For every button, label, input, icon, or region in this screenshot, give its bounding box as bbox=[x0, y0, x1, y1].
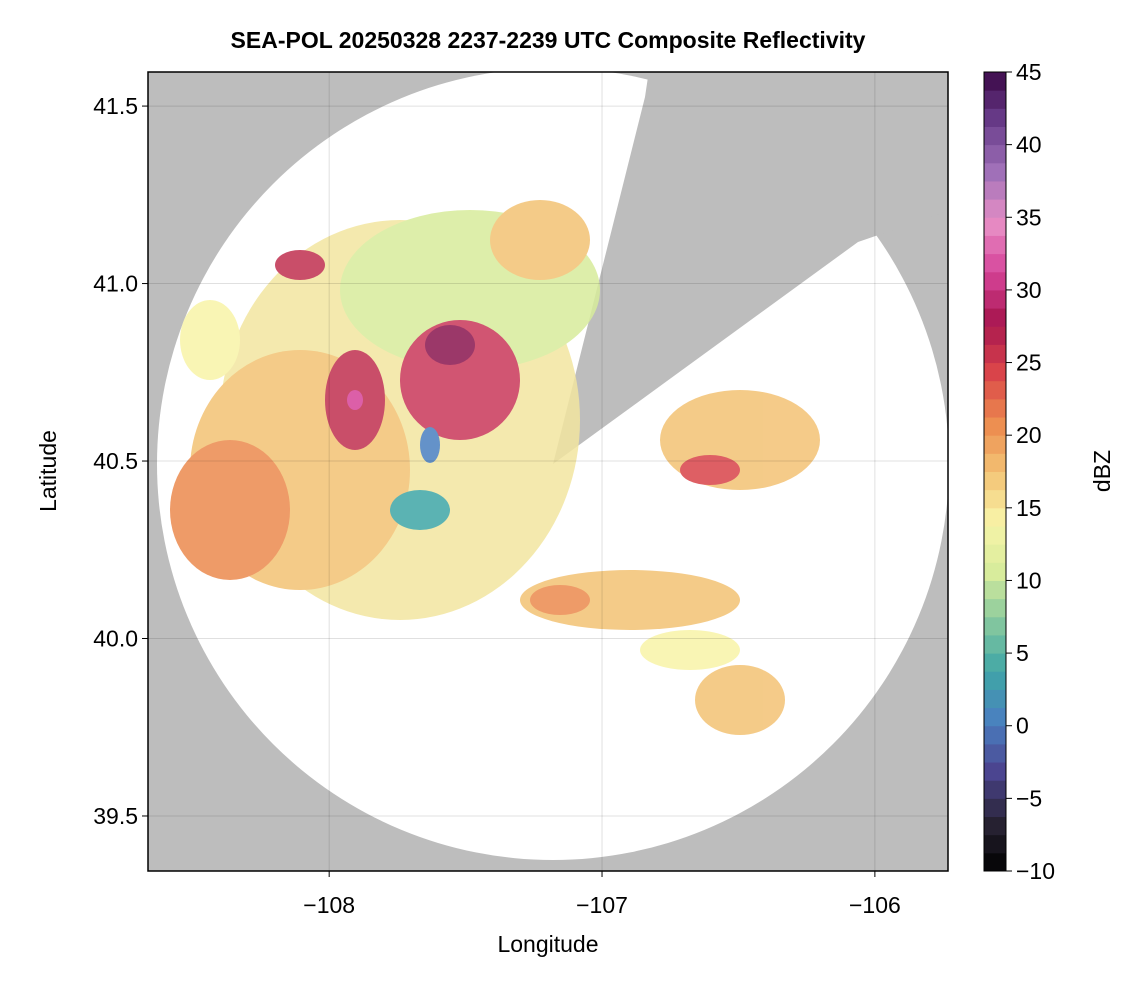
colorbar-step bbox=[984, 308, 1006, 327]
colorbar-tick-label: 40 bbox=[1016, 132, 1042, 158]
colorbar-step bbox=[984, 471, 1006, 491]
colorbar-tick-label: 15 bbox=[1016, 495, 1042, 521]
colorbar-tick-label: 20 bbox=[1016, 422, 1042, 448]
colorbar-step bbox=[984, 725, 1006, 745]
colorbar-step bbox=[984, 671, 1006, 690]
colorbar-tick-label: 30 bbox=[1016, 277, 1042, 303]
colorbar-frame bbox=[983, 71, 1007, 872]
colorbar-step bbox=[984, 435, 1006, 454]
colorbar-tick-label: 35 bbox=[1016, 204, 1042, 230]
colorbar-step bbox=[984, 616, 1006, 636]
colorbar-step bbox=[984, 253, 1006, 273]
colorbar-step bbox=[984, 398, 1006, 418]
colorbar-step bbox=[984, 598, 1006, 618]
radar-field bbox=[157, 72, 948, 860]
y-tick-label: 40.0 bbox=[93, 626, 138, 652]
colorbar-step bbox=[984, 380, 1006, 400]
blocked-sector bbox=[553, 72, 948, 464]
colorbar-step bbox=[984, 108, 1006, 127]
y-tick-label: 41.5 bbox=[93, 93, 138, 119]
plot-frame bbox=[147, 71, 949, 872]
colorbar-step bbox=[984, 289, 1006, 309]
y-tick-label: 40.5 bbox=[93, 448, 138, 474]
colorbar-step bbox=[984, 653, 1006, 672]
colorbar-step bbox=[984, 417, 1006, 436]
colorbar-step bbox=[984, 798, 1006, 818]
colorbar-step bbox=[984, 816, 1006, 836]
chart-title: SEA-POL 20250328 2237-2239 UTC Composite… bbox=[231, 27, 866, 53]
colorbar-step bbox=[984, 507, 1006, 527]
colorbar-step bbox=[984, 162, 1006, 182]
colorbar-tick-label: −5 bbox=[1016, 785, 1042, 811]
colorbar-step bbox=[984, 326, 1006, 345]
colorbar-step bbox=[984, 580, 1006, 600]
colorbar-step bbox=[984, 144, 1006, 164]
colorbar-step bbox=[984, 90, 1006, 109]
colorbar-step bbox=[984, 180, 1006, 200]
echo-areas bbox=[170, 200, 820, 735]
y-tick-label: 39.5 bbox=[93, 803, 138, 829]
colorbar-tick-label: −10 bbox=[1016, 858, 1055, 884]
colorbar-step bbox=[984, 634, 1006, 654]
colorbar-tick-label: 10 bbox=[1016, 567, 1042, 593]
colorbar-step bbox=[984, 743, 1006, 763]
colorbar-step bbox=[984, 762, 1006, 781]
colorbar-step bbox=[984, 344, 1006, 364]
colorbar-step bbox=[984, 489, 1006, 509]
grid bbox=[148, 72, 948, 871]
colorbar-step bbox=[984, 562, 1006, 581]
colorbar-step bbox=[984, 852, 1006, 872]
colorbar-step bbox=[984, 453, 1006, 472]
x-axis-label: Longitude bbox=[497, 931, 598, 957]
colorbar-tick-label: 0 bbox=[1016, 713, 1029, 739]
colorbar-step bbox=[984, 525, 1006, 545]
colorbar-step bbox=[984, 362, 1006, 382]
colorbar-step bbox=[984, 126, 1006, 146]
y-tick-label: 41.0 bbox=[93, 271, 138, 297]
colorbar-step bbox=[984, 544, 1006, 563]
colorbar-step bbox=[984, 72, 1006, 91]
x-tick-label: −106 bbox=[849, 892, 901, 918]
colorbar-tick-label: 25 bbox=[1016, 350, 1042, 376]
colorbar-step bbox=[984, 199, 1006, 218]
colorbar-step bbox=[984, 217, 1006, 236]
colorbar-step bbox=[984, 780, 1006, 799]
y-axis-label: Latitude bbox=[35, 430, 61, 512]
colorbar-step bbox=[984, 271, 1006, 291]
colorbar-tick-label: 45 bbox=[1016, 59, 1042, 85]
colorbar-step bbox=[984, 834, 1006, 854]
colorbar-step bbox=[984, 235, 1006, 255]
colorbar-tick-label: 5 bbox=[1016, 640, 1029, 666]
colorbar-step bbox=[984, 689, 1006, 709]
colorbar-label: dBZ bbox=[1089, 450, 1115, 492]
x-tick-label: −108 bbox=[303, 892, 355, 918]
colorbar-step bbox=[984, 707, 1006, 727]
x-tick-label: −107 bbox=[576, 892, 628, 918]
